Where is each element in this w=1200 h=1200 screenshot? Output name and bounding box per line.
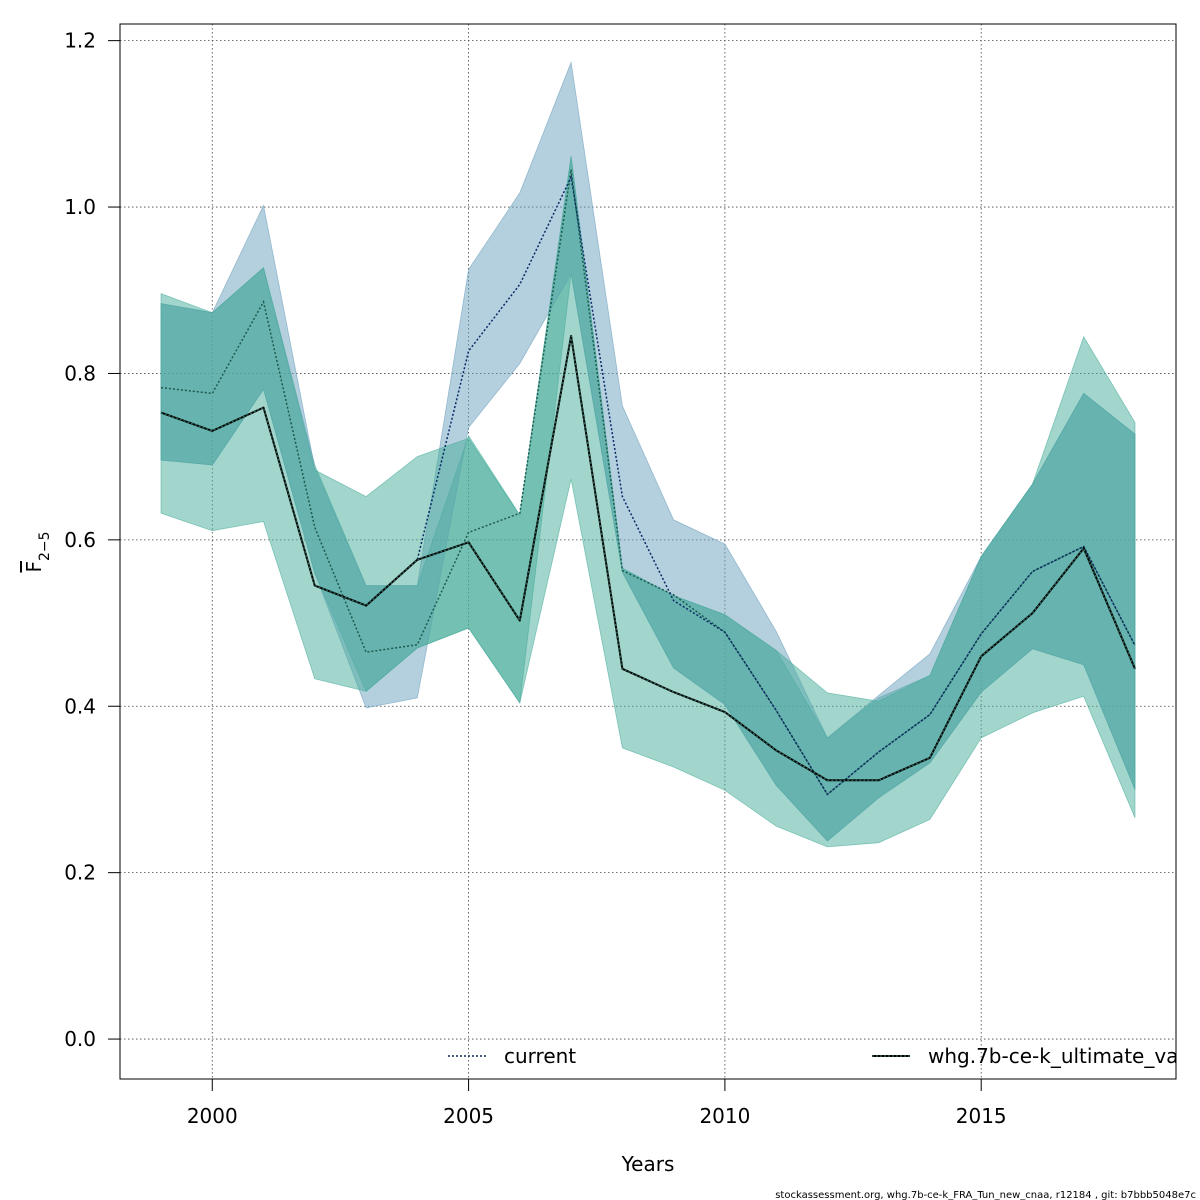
footer-credit: stockassessment.org, whg.7b-ce-k_FRA_Tun… xyxy=(775,1190,1196,1200)
y-tick-label-4: 0.8 xyxy=(64,361,96,385)
y-axis: 0.0 0.2 0.4 0.6 0.8 1.0 1.2 xyxy=(64,29,120,1051)
legend: ecurrentwhg.7b-ce-k_ultimate_va xyxy=(448,1044,1178,1068)
x-axis-label: Years xyxy=(621,1152,675,1176)
y-axis-label: F2−5 xyxy=(22,531,53,572)
x-tick-label-2015: 2015 xyxy=(956,1104,1007,1128)
y-axis-label-main: F xyxy=(22,561,46,573)
line-series-0 xyxy=(160,169,1136,796)
y-tick-label-2: 0.4 xyxy=(64,694,96,718)
y-axis-label-sub: 2−5 xyxy=(37,531,53,561)
x-tick-label-2000: 2000 xyxy=(187,1104,238,1128)
series-lines xyxy=(160,169,1136,796)
y-tick-label-1: 0.2 xyxy=(64,861,96,885)
line-series-2-overlay xyxy=(160,335,1136,781)
band-series-2 xyxy=(160,156,1136,848)
plot-frame xyxy=(119,23,1177,1080)
legend-label-2: whg.7b-ce-k_ultimate_va xyxy=(928,1044,1178,1068)
x-tick-label-2005: 2005 xyxy=(443,1104,494,1128)
y-tick-label-5: 1.0 xyxy=(64,195,96,219)
legend-label-1: current xyxy=(504,1044,576,1068)
x-axis: 2000 2005 2010 2015 xyxy=(187,1079,1007,1128)
y-tick-label-6: 1.2 xyxy=(64,29,96,53)
y-tick-label-3: 0.6 xyxy=(64,528,96,552)
svg-text:F2−5: F2−5 xyxy=(22,531,53,572)
x-tick-label-2010: 2010 xyxy=(699,1104,750,1128)
y-tick-label-0: 0.0 xyxy=(64,1027,96,1051)
